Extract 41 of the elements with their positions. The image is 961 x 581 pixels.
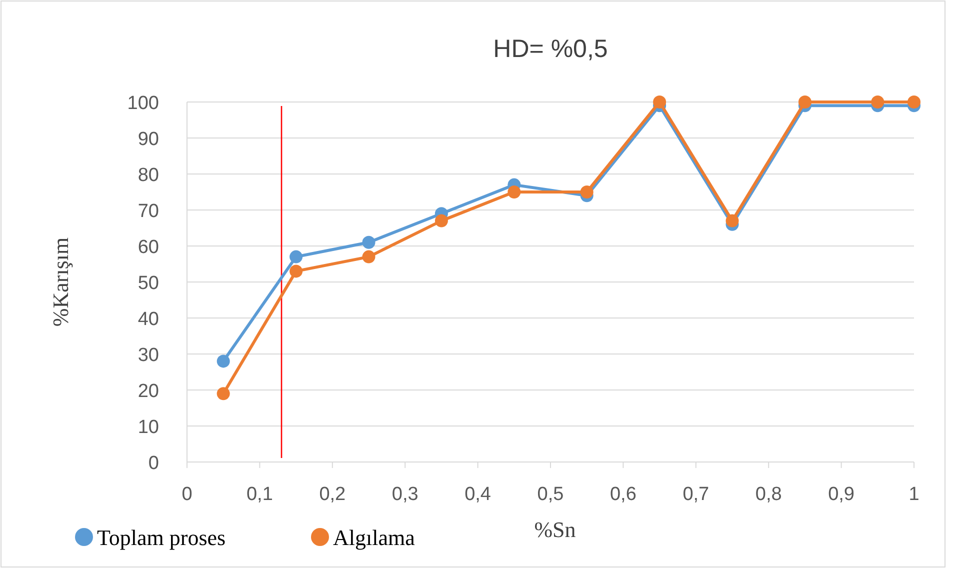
y-tick-label: 40 [138,309,159,330]
point [362,236,376,249]
x-tick-label: 0,4 [464,484,492,505]
point [653,96,666,108]
x-tick-label: 0,9 [828,484,855,505]
x-tick-label: 0 [182,484,192,505]
point [216,354,230,368]
x-tick-label: 0,1 [246,484,273,505]
point [290,250,303,264]
legend-label: Algılama [333,525,416,550]
point [290,264,303,278]
point [216,387,230,400]
y-tick-label: 90 [138,129,159,150]
x-tick-label: 0,6 [610,484,636,505]
y-tick-label: 10 [138,417,159,438]
chart-title: HD= %0,5 [493,35,608,63]
point [434,214,448,228]
x-tick-label: 0,2 [319,484,346,505]
point [362,250,376,264]
legend-label: Toplam proses [97,525,226,550]
y-axis-title: %Karışım [48,237,73,327]
x-tick-label: 0,7 [682,484,710,505]
point [508,186,521,198]
x-tick-label: 1 [908,484,920,505]
y-tick-label: 60 [138,237,159,258]
x-tick-label: 0,3 [392,484,418,505]
y-tick-label: 80 [138,165,159,186]
point [871,96,884,108]
y-tick-label: 0 [148,453,159,474]
y-tick-label: 30 [138,345,159,366]
point [726,214,739,228]
x-tick-label: 0,8 [755,484,782,505]
y-tick-label: 100 [127,93,159,114]
point [908,96,920,108]
point [580,186,594,198]
y-tick-label: 50 [138,273,159,294]
y-tick-label: 20 [138,381,159,402]
x-tick-label: 0,5 [537,484,564,505]
point [798,96,812,108]
x-axis-title: %Sn [534,517,576,542]
y-tick-label: 70 [138,201,159,222]
